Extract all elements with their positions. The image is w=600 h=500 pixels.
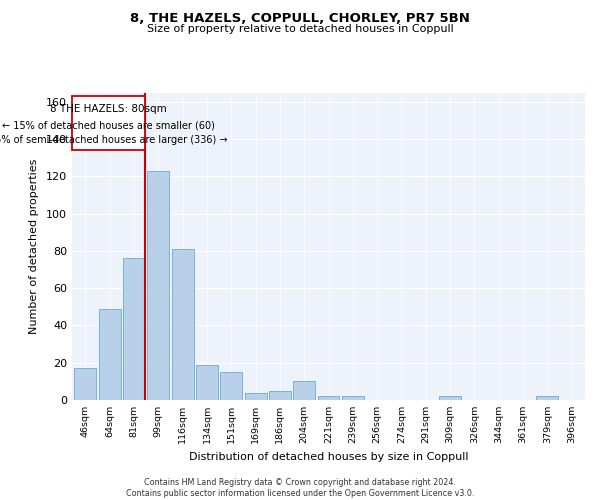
Bar [245,392,266,400]
Bar [536,396,558,400]
Bar [317,396,340,400]
Text: 8 THE HAZELS: 80sqm: 8 THE HAZELS: 80sqm [50,104,167,114]
FancyBboxPatch shape [72,96,145,150]
Text: ← 15% of detached houses are smaller (60): ← 15% of detached houses are smaller (60… [2,120,215,130]
Bar [148,171,169,400]
Bar [342,396,364,400]
Text: Size of property relative to detached houses in Coppull: Size of property relative to detached ho… [146,24,454,34]
Y-axis label: Number of detached properties: Number of detached properties [29,158,39,334]
X-axis label: Distribution of detached houses by size in Coppull: Distribution of detached houses by size … [189,452,468,462]
Bar [172,249,194,400]
Bar [293,382,315,400]
Bar [269,390,291,400]
Text: 85% of semi-detached houses are larger (336) →: 85% of semi-detached houses are larger (… [0,136,228,145]
Text: Contains HM Land Registry data © Crown copyright and database right 2024.
Contai: Contains HM Land Registry data © Crown c… [126,478,474,498]
Bar [439,396,461,400]
Text: 8, THE HAZELS, COPPULL, CHORLEY, PR7 5BN: 8, THE HAZELS, COPPULL, CHORLEY, PR7 5BN [130,12,470,26]
Bar [220,372,242,400]
Bar [99,308,121,400]
Bar [123,258,145,400]
Bar [196,364,218,400]
Bar [74,368,97,400]
